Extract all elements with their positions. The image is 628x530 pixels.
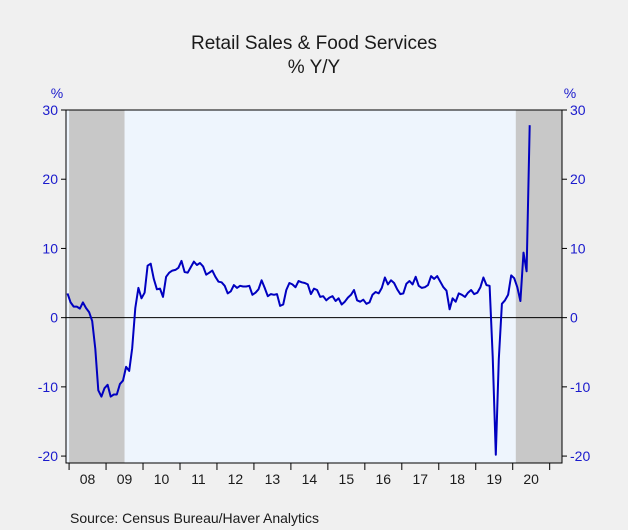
x-tick-label: 13 (265, 471, 281, 487)
recession-band (515, 110, 562, 463)
x-axis: 08 09 10 11 12 13 14 15 16 17 18 19 20 (68, 463, 551, 487)
y-tick-label-left: 30 (42, 102, 58, 118)
x-tick-label: 17 (412, 471, 428, 487)
series-group (66, 125, 531, 456)
y-tick-label-right: 10 (570, 240, 586, 256)
y-tick-label-right: 20 (570, 171, 586, 187)
y-axis-left: 30 20 10 0 -10 -20 (38, 102, 66, 464)
chart-subtitle: % Y/Y (288, 57, 341, 78)
y-tick-label-right: 0 (570, 310, 578, 326)
x-tick-label: 09 (117, 471, 133, 487)
x-tick-label: 14 (302, 471, 318, 487)
right-axis-unit: % (564, 85, 576, 101)
x-tick-label: 12 (228, 471, 244, 487)
y-tick-label-left: -10 (38, 379, 58, 395)
recession-band (69, 110, 125, 463)
y-tick-label-right: 30 (570, 102, 586, 118)
series-line (66, 125, 531, 456)
plot-area (66, 110, 562, 463)
x-tick-label: 19 (486, 471, 502, 487)
x-tick-label: 20 (523, 471, 539, 487)
plot-frame (65, 109, 563, 464)
left-axis-unit: % (51, 85, 63, 101)
plot-background (66, 110, 562, 463)
recession-bands (69, 110, 562, 463)
x-tick-label: 10 (154, 471, 170, 487)
y-axis-right: 30 20 10 0 -10 -20 (562, 102, 590, 464)
y-tick-label-left: 0 (50, 310, 58, 326)
plot-frame-group (65, 109, 563, 464)
x-tick-label: 08 (80, 471, 96, 487)
source-note: Source: Census Bureau/Haver Analytics (70, 510, 319, 526)
x-tick-label: 16 (376, 471, 392, 487)
y-tick-label-left: 20 (42, 171, 58, 187)
x-tick-label: 15 (339, 471, 355, 487)
y-tick-label-left: 10 (42, 240, 58, 256)
x-tick-label: 11 (191, 471, 206, 487)
chart-title: Retail Sales & Food Services (191, 33, 437, 54)
y-tick-label-left: -20 (38, 448, 58, 464)
x-tick-label: 18 (449, 471, 465, 487)
y-tick-label-right: -20 (570, 448, 590, 464)
y-tick-label-right: -10 (570, 379, 590, 395)
